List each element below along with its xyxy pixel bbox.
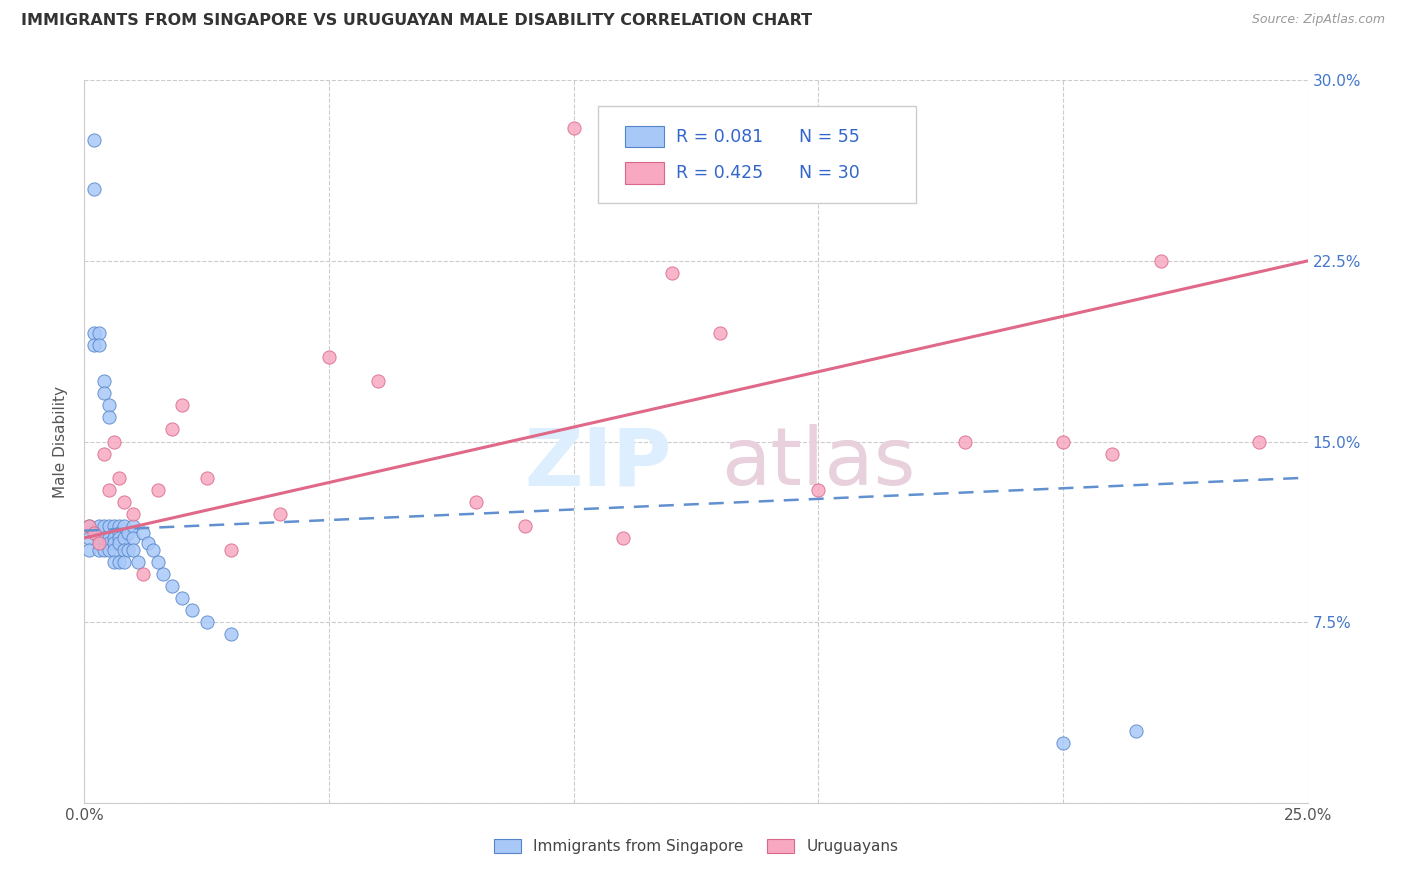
Point [807, 483, 830, 497]
Point [107, 470, 129, 484]
Point [112, 542, 135, 557]
Point [97, 483, 120, 497]
Text: N = 30: N = 30 [799, 164, 859, 182]
Point [1101, 446, 1123, 460]
Point [219, 627, 242, 641]
Point [87, 338, 110, 352]
Point [83, 181, 105, 195]
Y-axis label: Male Disability: Male Disability [53, 385, 69, 498]
Point [117, 542, 139, 557]
Point [709, 326, 731, 340]
Point [172, 591, 194, 605]
Point [107, 518, 129, 533]
Point [107, 535, 129, 549]
Point [87, 326, 110, 340]
Point [97, 535, 120, 549]
Point [1125, 723, 1147, 738]
Point [513, 518, 536, 533]
Point [103, 434, 125, 449]
Point [103, 535, 125, 549]
Point [97, 542, 120, 557]
Point [1052, 434, 1074, 449]
Text: ZIP: ZIP [524, 425, 672, 502]
Point [127, 555, 149, 569]
Point [107, 531, 129, 545]
Point [97, 518, 120, 533]
Point [112, 531, 135, 545]
Point [107, 555, 129, 569]
Point [83, 526, 105, 541]
Point [122, 531, 145, 545]
Point [103, 555, 125, 569]
Point [367, 374, 389, 388]
Point [87, 535, 110, 549]
Point [97, 398, 120, 412]
Point [107, 526, 129, 541]
Point [612, 531, 634, 545]
Point [117, 526, 139, 541]
Point [103, 531, 125, 545]
Point [93, 518, 115, 533]
Point [83, 133, 105, 147]
Text: atlas: atlas [721, 425, 915, 502]
Point [318, 350, 340, 364]
Point [162, 422, 184, 436]
Point [953, 434, 976, 449]
Bar [626, 126, 664, 147]
Point [122, 542, 145, 557]
Point [1150, 253, 1173, 268]
Point [87, 518, 110, 533]
Point [112, 518, 135, 533]
Point [132, 567, 155, 582]
Point [93, 542, 115, 557]
Text: N = 55: N = 55 [799, 128, 859, 145]
Point [93, 446, 115, 460]
Text: R = 0.081: R = 0.081 [676, 128, 763, 145]
Point [132, 526, 155, 541]
Point [1247, 434, 1270, 449]
Point [103, 542, 125, 557]
Point [97, 410, 120, 425]
Point [83, 326, 105, 340]
Point [146, 483, 169, 497]
Point [87, 531, 110, 545]
Point [562, 121, 585, 136]
Point [464, 494, 486, 508]
Point [112, 494, 135, 508]
Point [93, 531, 115, 545]
Point [77, 542, 100, 557]
Point [1052, 735, 1074, 749]
Point [142, 542, 165, 557]
Point [661, 266, 683, 280]
Point [77, 531, 100, 545]
Point [83, 338, 105, 352]
Point [93, 374, 115, 388]
Point [181, 603, 204, 617]
Point [269, 507, 291, 521]
Point [195, 470, 218, 484]
Point [93, 386, 115, 401]
Point [122, 518, 145, 533]
Point [162, 579, 184, 593]
Point [172, 398, 194, 412]
Point [219, 542, 242, 557]
Point [152, 567, 174, 582]
Point [97, 531, 120, 545]
Text: IMMIGRANTS FROM SINGAPORE VS URUGUAYAN MALE DISABILITY CORRELATION CHART: IMMIGRANTS FROM SINGAPORE VS URUGUAYAN M… [21, 13, 813, 29]
Point [77, 518, 100, 533]
Point [77, 518, 100, 533]
Legend: Immigrants from Singapore, Uruguayans: Immigrants from Singapore, Uruguayans [488, 833, 904, 860]
Point [87, 542, 110, 557]
Point [146, 555, 169, 569]
Bar [626, 162, 664, 184]
Point [195, 615, 218, 630]
Point [122, 507, 145, 521]
Point [103, 518, 125, 533]
Point [136, 535, 159, 549]
Text: Source: ZipAtlas.com: Source: ZipAtlas.com [1251, 13, 1385, 27]
FancyBboxPatch shape [598, 105, 917, 203]
Text: R = 0.425: R = 0.425 [676, 164, 763, 182]
Point [112, 555, 135, 569]
